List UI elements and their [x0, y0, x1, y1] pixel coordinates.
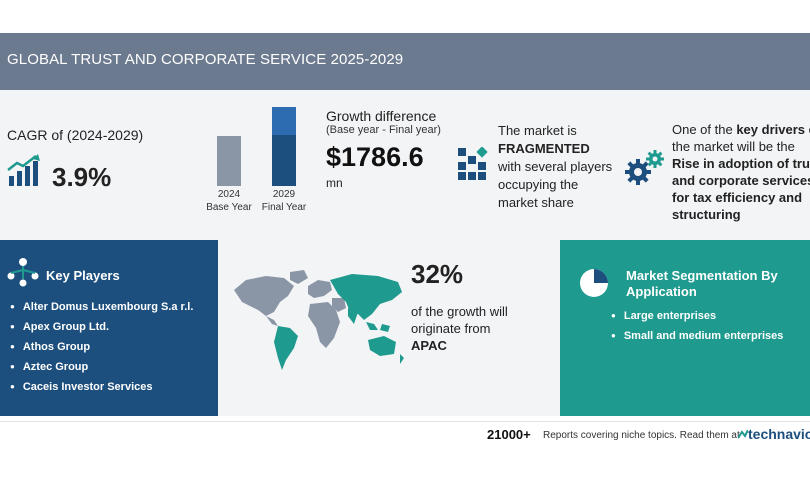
list-item: Large enterprises	[611, 306, 783, 326]
fragmented-blocks-icon	[458, 147, 488, 180]
list-item: Small and medium enterprises	[611, 326, 784, 346]
bar-final-year-base	[272, 135, 296, 186]
key-players-list: Alter Domus Luxembourg S.a r.l. Apex Gro…	[10, 297, 194, 397]
list-item: Alter Domus Luxembourg S.a r.l.	[10, 297, 194, 317]
footer-report-count: 21000+	[487, 427, 531, 442]
list-item: Apex Group Ltd.	[10, 317, 193, 337]
driver-prefix: One of the	[672, 122, 737, 137]
list-item: Aztec Group	[10, 357, 193, 377]
key-players-title: Key Players	[46, 268, 120, 283]
regional-growth-text: of the growth will originate from APAC	[411, 303, 551, 354]
bar-final-year-growth	[272, 107, 296, 135]
technavio-link[interactable]: technavio	[748, 426, 810, 442]
gears-icon	[625, 150, 664, 185]
header-banner: GLOBAL TRUST AND CORPORATE SERVICE 2025-…	[0, 33, 810, 90]
technavio-logo-icon	[738, 430, 748, 439]
bar-base-year-label: 2024 Base Year	[204, 188, 254, 214]
segmentation-list: Large enterprises Small and medium enter…	[611, 306, 784, 346]
bar-final-year-label: 2029 Final Year	[259, 188, 309, 214]
driver-emphasis1: key drivers	[736, 122, 805, 137]
growth-difference-value: $1786.6	[326, 142, 424, 172]
regional-growth-region: APAC	[411, 338, 447, 353]
market-structure-text: The market is FRAGMENTED with several pl…	[498, 122, 613, 212]
cagr-value: 3.9%	[52, 162, 112, 192]
growth-difference-unit: mn	[326, 176, 343, 190]
key-driver-text: One of the key drivers of the market wil…	[672, 121, 810, 223]
bar-base-year-number: 2024	[217, 189, 241, 200]
list-item: Caceis Investor Services	[10, 377, 193, 397]
chart-growth-icon	[7, 154, 40, 186]
bar-final-year-number: 2029	[272, 189, 296, 200]
cagr-label: CAGR of (2024-2029)	[7, 127, 144, 143]
segmentation-title: Market Segmentation By Application	[626, 268, 778, 299]
driver-middle: of the market will be the	[672, 122, 810, 154]
list-item: Athos Group	[10, 337, 193, 357]
bar-base-year	[217, 136, 241, 186]
growth-difference-subtitle: (Base year - Final year)	[326, 124, 441, 136]
world-map-icon	[234, 270, 404, 370]
market-emphasis: FRAGMENTED	[498, 141, 590, 156]
bar-final-year-caption: Final Year	[261, 202, 307, 213]
growth-difference-title: Growth difference	[326, 108, 437, 124]
market-line2: with several players occupying the marke…	[498, 159, 613, 210]
bar-base-year-caption: Base Year	[206, 202, 252, 213]
footer-divider	[0, 421, 810, 422]
page-title: GLOBAL TRUST AND CORPORATE SERVICE 2025-…	[7, 51, 404, 68]
network-people-icon	[7, 258, 39, 287]
market-line1: The market is	[498, 123, 577, 138]
pie-chart-icon	[580, 269, 608, 297]
footer-text: Reports covering niche topics. Read them…	[543, 430, 740, 441]
regional-growth-percent: 32%	[411, 259, 464, 289]
summary-band	[0, 90, 810, 240]
regional-growth-caption: of the growth will originate from	[411, 304, 508, 336]
driver-emphasis2: Rise in adoption of trust and corporate …	[672, 156, 810, 222]
